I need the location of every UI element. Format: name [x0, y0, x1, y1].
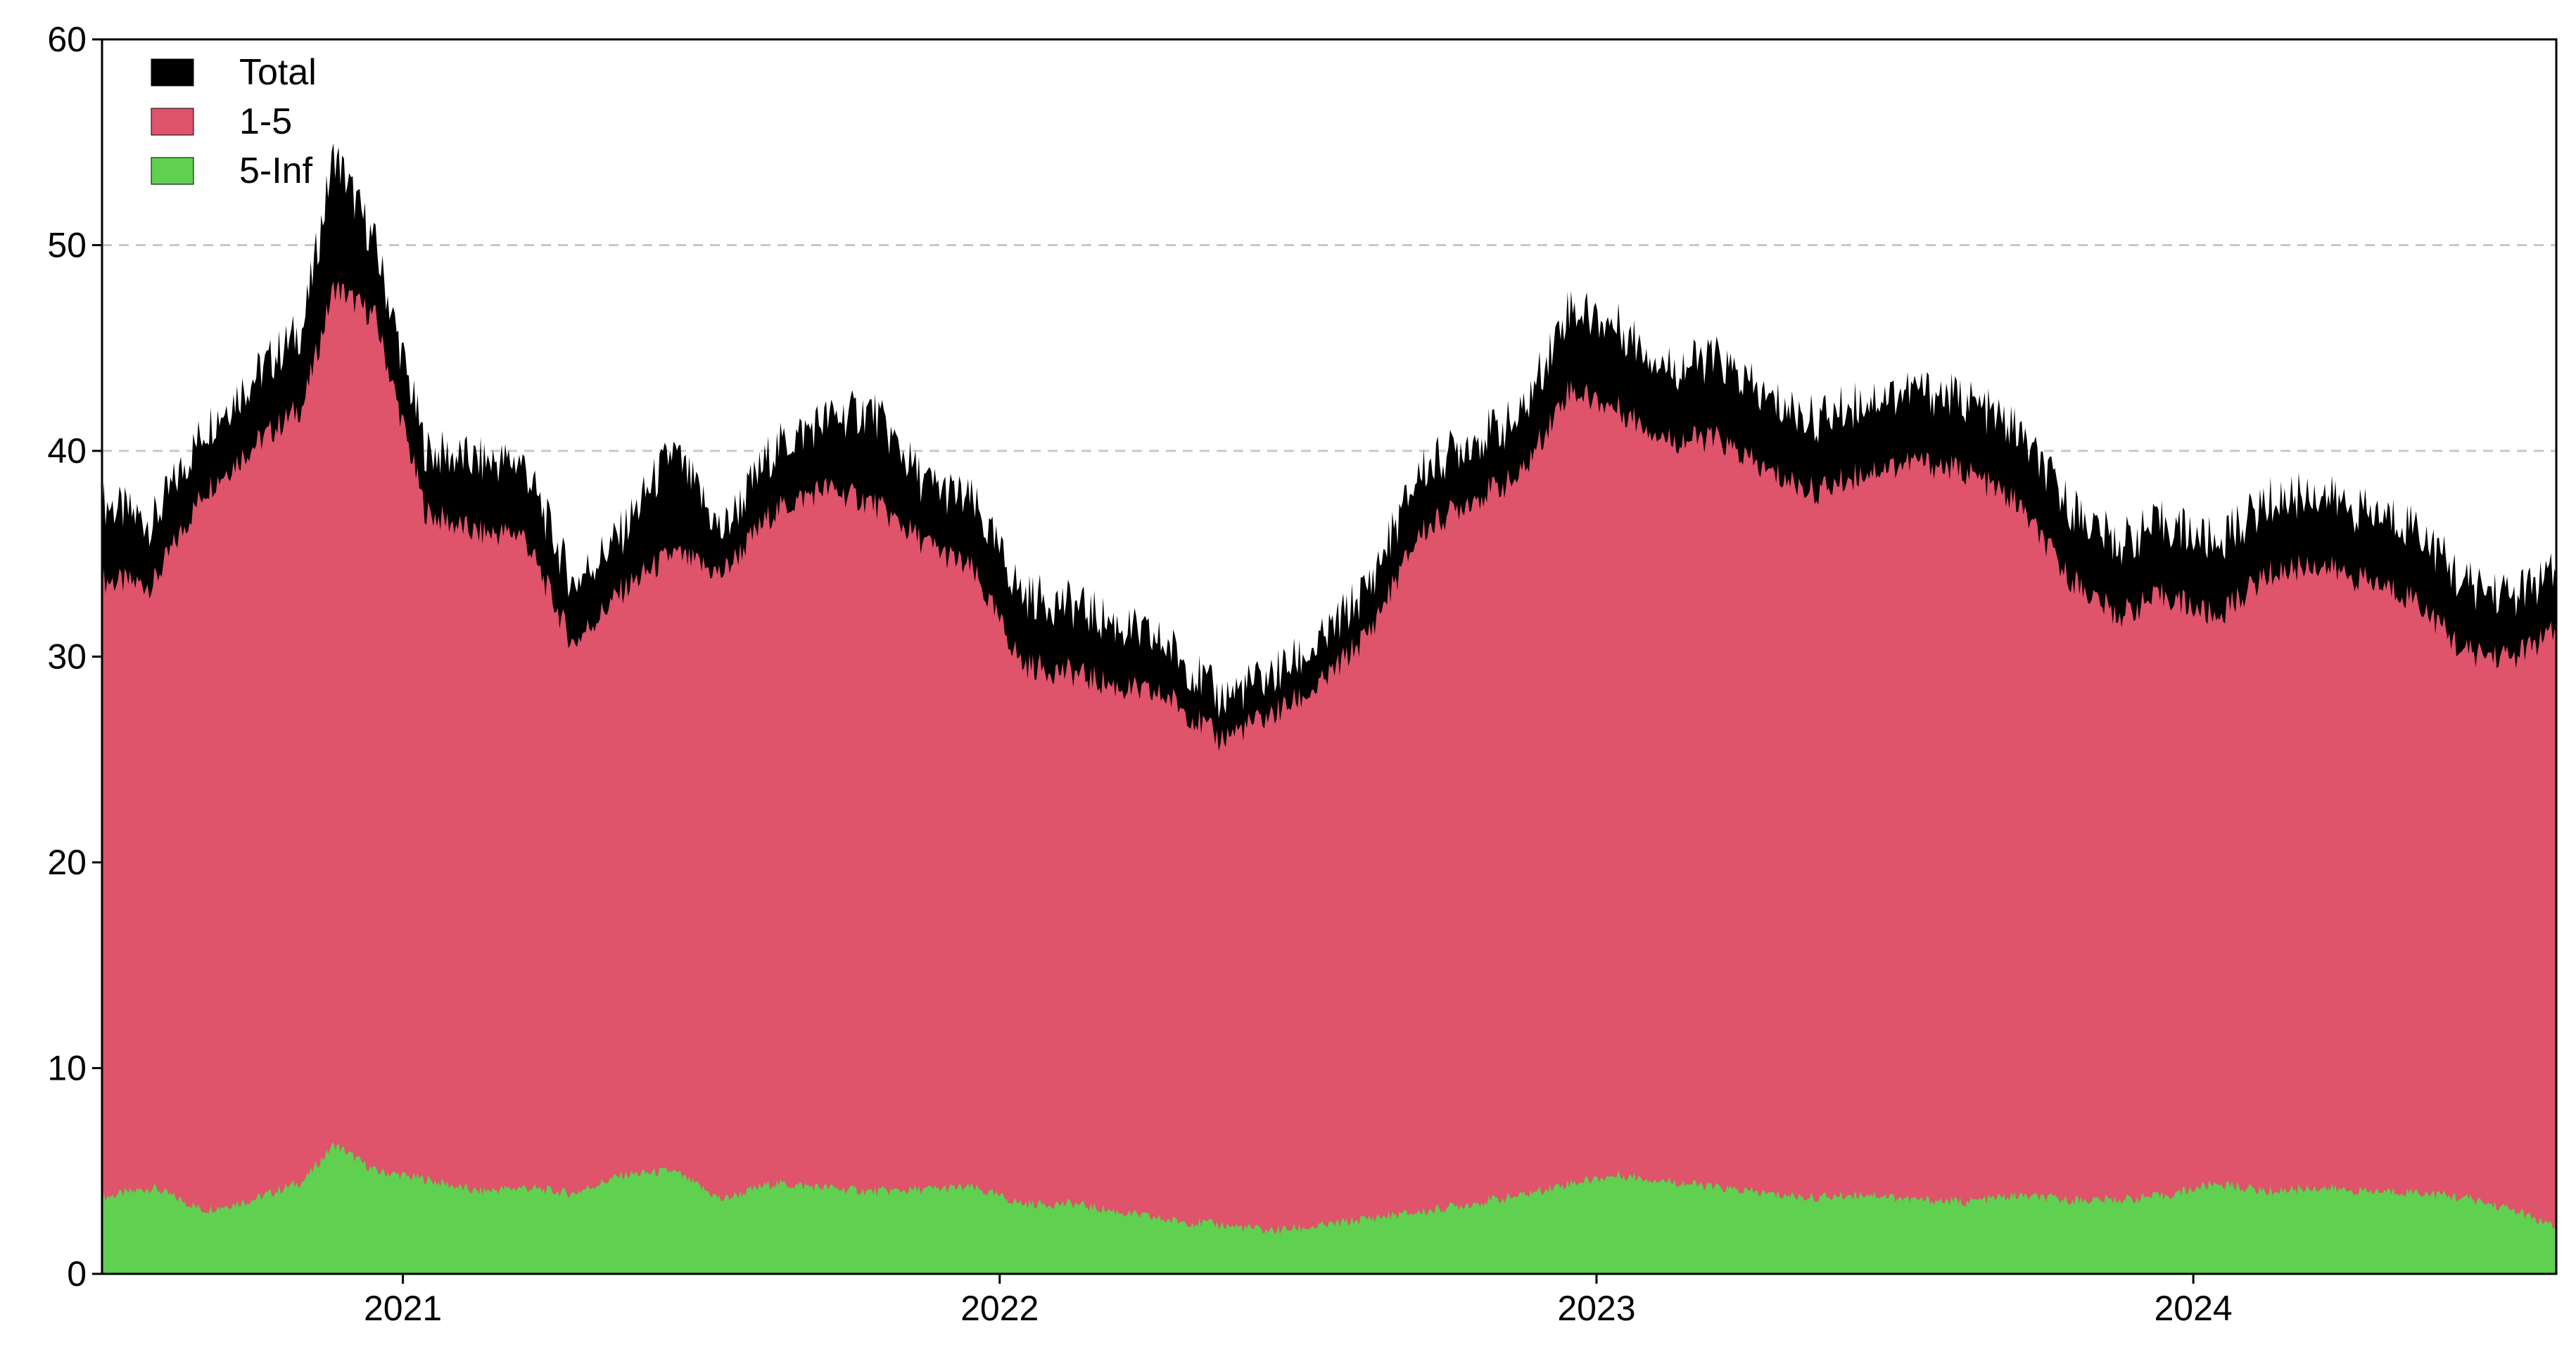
y-tick-label: 30: [47, 637, 87, 677]
legend-swatch-total: [151, 58, 194, 87]
x-axis-tick-labels: 2021 2022 2023 2024: [364, 1289, 2233, 1328]
legend-swatch-5-inf: [151, 157, 194, 185]
x-tick-label: 2024: [2155, 1289, 2233, 1328]
legend: Total 1-5 5-Inf: [151, 52, 317, 191]
legend-label: Total: [239, 52, 317, 93]
y-axis-tick-labels: 0 10 20 30 40 50 60: [47, 20, 87, 1294]
y-tick-label: 10: [47, 1049, 87, 1088]
x-tick-label: 2021: [364, 1289, 442, 1328]
y-tick-label: 20: [47, 843, 87, 882]
legend-label: 1-5: [239, 101, 292, 142]
legend-swatch-1-5: [151, 108, 194, 136]
grid-lines: [102, 244, 2556, 452]
x-tick-label: 2023: [1557, 1289, 1635, 1328]
legend-label: 5-Inf: [239, 151, 313, 191]
y-tick-label: 60: [47, 20, 87, 59]
axes: [92, 38, 2558, 1284]
series-area-5-inf: [102, 1142, 2556, 1274]
y-tick-label: 50: [47, 226, 87, 265]
series-area-1-5: [102, 280, 2556, 1274]
area-series: [102, 143, 2556, 1274]
y-tick-label: 0: [67, 1254, 87, 1294]
x-tick-label: 2022: [960, 1289, 1039, 1328]
y-tick-label: 40: [47, 431, 87, 471]
